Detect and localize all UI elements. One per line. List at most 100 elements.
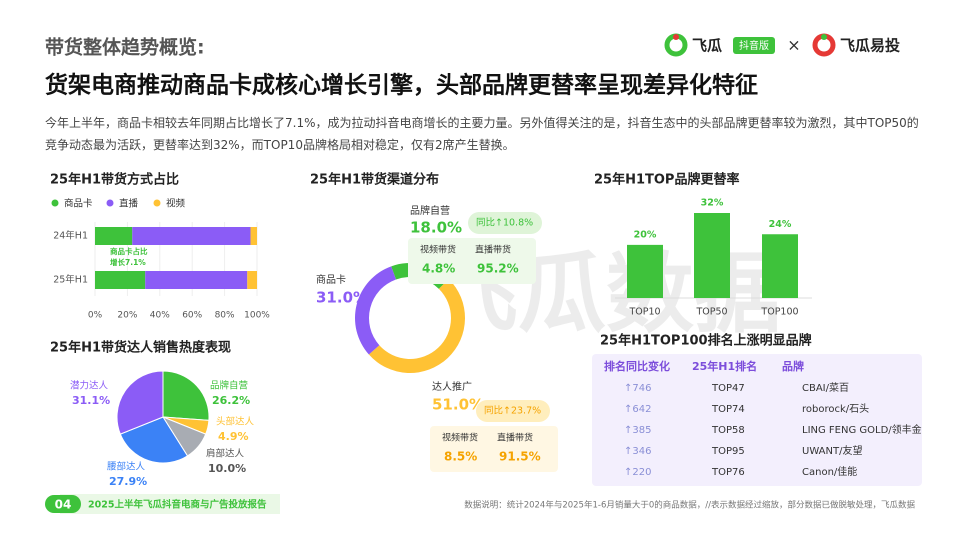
table-cell: TOP95 [712, 446, 745, 457]
pie-slice [119, 416, 189, 464]
logo-dot [673, 34, 679, 40]
chart-title: 25年H1带货渠道分布 [310, 172, 439, 188]
x-tick-label: 0% [88, 311, 103, 321]
table-row: ↑642 TOP74 roborock/石头 [592, 400, 922, 420]
x-tick-label: 60% [182, 311, 202, 321]
bar [694, 213, 730, 298]
slice-value: 31.1% [72, 394, 110, 407]
bar [627, 244, 663, 298]
annotation: 增长7.1% [110, 257, 146, 267]
table-header: 排名同比变化 25年H1排名 品牌 [592, 357, 922, 377]
logo-separator: × [787, 36, 800, 55]
table-cell: ↑220 [624, 467, 652, 478]
slice-value: 27.9% [109, 475, 147, 488]
detail-label: 直播带货 [475, 244, 511, 256]
table-row: ↑346 TOP95 UWANT/友望 [592, 442, 922, 462]
logo-badge-bg [733, 37, 775, 54]
x-tick-label: 100% [244, 311, 270, 321]
intro-text: 今年上半年，商品卡相较去年同期占比增长了7.1%，成为拉动抖音电商增长的主要力量… [45, 116, 919, 152]
y-tick-label: 25年H1 [53, 274, 88, 286]
chart-title: 25年H1带货达人销售热度表现 [50, 340, 231, 356]
table-cell: UWANT/友望 [802, 446, 863, 457]
pie-slice [116, 370, 164, 435]
table-cell: ↑642 [624, 404, 652, 415]
table-cell: Canon/佳能 [802, 467, 858, 478]
table-row: ↑220 TOP76 Canon/佳能 [592, 463, 922, 483]
detail-box [430, 426, 558, 472]
detail-value: 95.2% [477, 262, 519, 276]
table-cell: ↑385 [624, 425, 652, 436]
pie-slice [162, 370, 210, 421]
chart-title: 25年H1带货方式占比 [50, 172, 179, 188]
legend-marker [106, 199, 114, 207]
table: 排名同比变化 25年H1排名 品牌 ↑746 TOP47 CBAI/菜百 ↑642 TOP74… [592, 354, 922, 486]
table-row: ↑385 TOP58 LING FENG GOLD/领丰金 [592, 421, 922, 441]
slice-value: 31.0% [316, 289, 368, 307]
y-tick-label: 24年H1 [53, 230, 88, 242]
column-header: 25年H1排名 [692, 360, 758, 373]
bar-segment [132, 227, 251, 245]
table-cell: TOP47 [712, 383, 745, 394]
bar-segment [247, 271, 257, 289]
donut-slice [368, 278, 465, 373]
value-label: 24% [769, 219, 792, 230]
change-badge [468, 212, 542, 234]
x-tick-label: 20% [117, 311, 137, 321]
table-row: ↑746 TOP47 CBAI/菜百 [592, 379, 922, 399]
table-cell: roborock/石头 [802, 404, 870, 415]
x-tick-label: 80% [215, 311, 235, 321]
legend-marker [51, 199, 59, 207]
table-cell: ↑746 [624, 383, 652, 394]
column-header: 品牌 [782, 360, 804, 373]
slice-label: 商品卡 [316, 273, 346, 286]
slice-label: 腰部达人 [107, 461, 146, 473]
slice-value: 4.9% [218, 430, 249, 443]
logo-text: 飞瓜易投 [840, 37, 900, 55]
detail-box [408, 238, 536, 284]
slice-value: 10.0% [208, 462, 246, 475]
logo-badge: 抖音版 [739, 39, 769, 52]
x-tick-label: TOP10 [628, 307, 660, 318]
bar-segment [250, 227, 257, 245]
data-note: 数据说明：统计2024年与2025年1-6月销量大于0的商品数据，//表示数据经… [464, 500, 915, 511]
logo-text: 飞瓜 [692, 37, 722, 55]
slice-value: 51.0% [432, 396, 484, 414]
detail-label: 视频带货 [420, 244, 456, 256]
change-text: 同比↑23.7% [484, 405, 541, 417]
bar-segment [95, 271, 146, 289]
column-header: 排名同比变化 [604, 360, 670, 373]
legend-label: 商品卡 [64, 198, 93, 210]
slice-value: 26.2% [212, 394, 250, 407]
change-badge [476, 400, 550, 422]
bar-segment [95, 227, 133, 245]
x-tick-label: TOP50 [695, 307, 727, 318]
change-text: 同比↑10.8% [476, 217, 533, 229]
detail-value: 91.5% [499, 450, 541, 464]
table-cell: TOP76 [712, 467, 745, 478]
logo-dot [821, 34, 827, 40]
legend-marker [153, 199, 161, 207]
page-title: 货架电商推动商品卡成核心增长引擎，头部品牌更替率呈现差异化特征 [45, 72, 758, 99]
report-name: 2025上半年飞瓜抖音电商与广告投放报告 [88, 499, 267, 511]
slice-label: 肩部达人 [206, 448, 245, 460]
table-cell: TOP58 [712, 425, 745, 436]
detail-value: 8.5% [444, 450, 477, 464]
chart-title: 25年H1TOP品牌更替率 [594, 172, 739, 188]
x-tick-label: TOP100 [760, 307, 798, 318]
bar-segment [145, 271, 248, 289]
slice-value: 18.0% [410, 219, 462, 237]
slice-label: 头部达人 [216, 416, 255, 428]
bar [762, 234, 798, 298]
detail-label: 直播带货 [497, 432, 533, 444]
slice-label: 潜力达人 [70, 380, 109, 392]
table-cell: CBAI/菜百 [802, 383, 850, 394]
annotation: 商品卡占比 [110, 246, 148, 256]
legend-label: 视频 [166, 198, 186, 210]
table-title: 25年H1TOP100排名上涨明显品牌 [600, 333, 812, 349]
detail-value: 4.8% [422, 262, 455, 276]
table-cell: LING FENG GOLD/领丰金 [802, 425, 922, 436]
detail-label: 视频带货 [442, 432, 478, 444]
page-number: 04 [55, 498, 72, 512]
